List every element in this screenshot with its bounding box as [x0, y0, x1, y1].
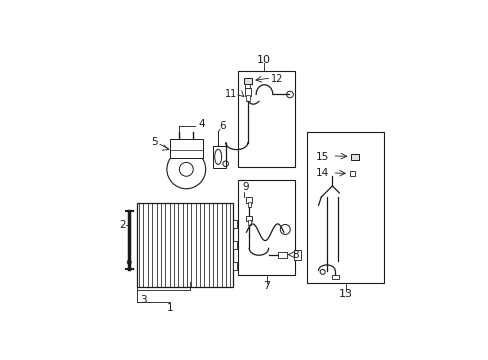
Bar: [350, 154, 359, 159]
Text: 10: 10: [256, 55, 270, 65]
Bar: [232, 262, 236, 270]
Ellipse shape: [214, 149, 221, 165]
Bar: [307, 132, 383, 283]
Text: 1: 1: [167, 303, 173, 313]
Bar: [332, 275, 339, 279]
Text: 15: 15: [315, 152, 328, 162]
Bar: [245, 95, 249, 102]
Text: 11: 11: [224, 90, 236, 99]
Text: 9: 9: [242, 183, 248, 192]
Bar: [238, 180, 294, 275]
Text: 13: 13: [338, 289, 352, 299]
Bar: [244, 87, 250, 96]
Bar: [238, 71, 294, 167]
Bar: [246, 197, 251, 203]
Text: 12: 12: [271, 74, 283, 84]
Text: 7: 7: [263, 281, 269, 291]
Bar: [349, 171, 354, 176]
Text: 5: 5: [151, 136, 158, 147]
Text: 14: 14: [315, 168, 328, 179]
Bar: [232, 241, 236, 249]
Text: 8: 8: [292, 250, 298, 260]
Bar: [169, 139, 203, 158]
Bar: [137, 203, 232, 287]
Bar: [246, 216, 251, 221]
Text: 4: 4: [198, 118, 204, 129]
Bar: [213, 146, 225, 168]
Bar: [247, 220, 250, 225]
Text: 6: 6: [219, 121, 226, 131]
Text: 3: 3: [140, 294, 146, 305]
Bar: [245, 84, 250, 87]
Bar: [277, 252, 287, 258]
Bar: [244, 78, 251, 84]
Text: 2: 2: [119, 220, 125, 230]
Bar: [232, 220, 236, 228]
Bar: [247, 202, 250, 207]
Bar: [293, 250, 300, 260]
